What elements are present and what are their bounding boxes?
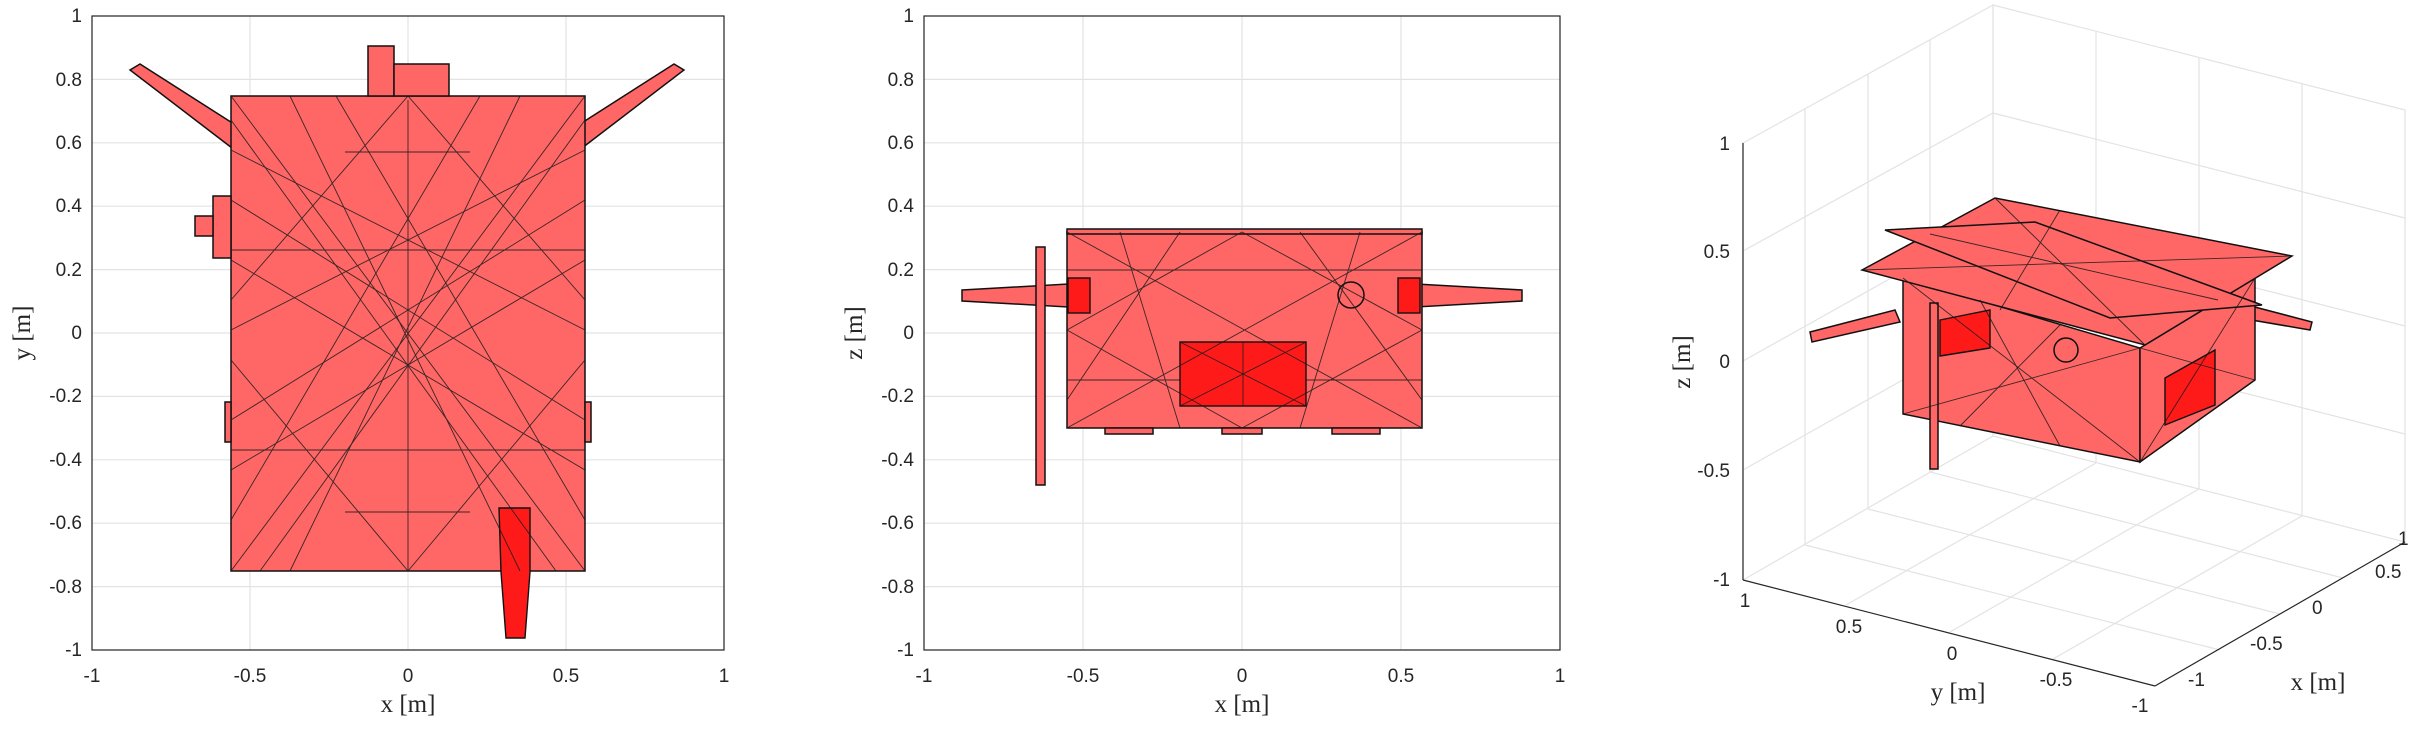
front-ytick: 0.2 <box>888 260 914 281</box>
iso-port-circle <box>2053 337 2079 363</box>
top-ytick: 0.8 <box>56 70 82 91</box>
iso-ztick: 0 <box>1719 352 1730 373</box>
iso-top-rail <box>1884 221 2263 319</box>
iso-ztick: -0.5 <box>1697 461 1730 482</box>
iso-view-spacecraft <box>1809 197 2313 470</box>
top-ytick: 0.4 <box>56 196 83 217</box>
top-ytick: -0.2 <box>49 386 82 407</box>
top-ytick: -0.4 <box>49 450 82 471</box>
front-view-yticks: 1 0.8 0.6 0.4 0.2 0 -0.2 -0.4 -0.6 -0.8 … <box>881 6 914 661</box>
iso-mast <box>1929 302 1939 470</box>
front-view-mesh <box>1066 231 1423 429</box>
iso-xtick: -1 <box>2188 670 2205 691</box>
front-xtick: 0 <box>1237 666 1248 687</box>
front-port-circle <box>1337 281 1365 309</box>
iso-ztick: 0.5 <box>1704 242 1730 263</box>
top-view-plot: -1 -0.5 0 0.5 1 1 0.8 0.6 0.4 0.2 0 -0.2… <box>9 6 729 718</box>
top-thruster <box>498 507 531 639</box>
iso-xtick: 0 <box>2312 598 2323 619</box>
top-xtick: 0.5 <box>553 666 579 687</box>
front-ytick: 0.6 <box>888 133 914 154</box>
iso-ytick: 1 <box>1740 591 1751 612</box>
top-left-side-tab <box>224 401 232 443</box>
iso-xtick: 1 <box>2398 529 2409 550</box>
iso-ztick: -1 <box>1713 570 1730 591</box>
iso-ztick: 1 <box>1719 134 1730 155</box>
front-view-ylabel: z [m] <box>841 306 868 359</box>
front-ytick: 0.8 <box>888 70 914 91</box>
top-xtick: -1 <box>84 666 101 687</box>
front-bottom-foot-left <box>1104 427 1154 435</box>
front-xtick: -0.5 <box>1067 666 1100 687</box>
top-view-xticks: -1 -0.5 0 0.5 1 <box>84 666 730 687</box>
iso-view-plot: 1 0.5 0 -0.5 -1 1 0.5 0 -0.5 -1 -1 -0.5 … <box>1669 3 2409 717</box>
iso-side-panel <box>2164 348 2216 427</box>
front-right-box <box>1397 277 1421 314</box>
front-ytick: -0.4 <box>881 450 914 471</box>
top-xtick: 1 <box>719 666 730 687</box>
top-ytick: 0.2 <box>56 260 82 281</box>
iso-view-zlabel: z [m] <box>1669 335 1696 388</box>
front-ytick: 0 <box>903 323 914 344</box>
front-view-spacecraft <box>961 228 1523 486</box>
iso-xtick: 0.5 <box>2375 562 2401 583</box>
front-ytick: -0.2 <box>881 386 914 407</box>
front-view-xlabel: x [m] <box>1215 691 1270 718</box>
top-ytick: -1 <box>65 640 82 661</box>
front-left-box <box>1067 277 1091 314</box>
top-right-side-tab <box>584 401 592 443</box>
iso-view-ylabel: y [m] <box>1931 679 1986 706</box>
front-ytick: -0.6 <box>881 513 914 534</box>
front-xtick: 0.5 <box>1388 666 1414 687</box>
top-xtick: 0 <box>403 666 414 687</box>
top-left-small-box <box>194 215 214 237</box>
iso-front-panel <box>1939 309 1991 357</box>
iso-left-antenna <box>1809 309 1902 343</box>
iso-ytick: 0 <box>1947 644 1958 665</box>
iso-view-mesh <box>1861 197 2293 463</box>
top-xtick: -0.5 <box>234 666 267 687</box>
iso-xtick: -0.5 <box>2250 634 2283 655</box>
top-view-xlabel: x [m] <box>381 691 436 718</box>
top-view-axes-box <box>91 15 725 651</box>
top-view-mesh <box>230 95 586 572</box>
front-top-rail <box>1066 228 1423 235</box>
front-ytick: 0.4 <box>888 196 915 217</box>
iso-view-xticks: -1 -0.5 0 0.5 1 <box>2188 529 2409 691</box>
iso-view-axes <box>1742 143 2406 687</box>
front-view-plot: -1 -0.5 0 0.5 1 1 0.8 0.6 0.4 0.2 0 -0.2… <box>841 6 1565 718</box>
top-top-module <box>367 45 395 97</box>
top-view-yticks: 1 0.8 0.6 0.4 0.2 0 -0.2 -0.4 -0.6 -0.8 … <box>49 6 82 661</box>
top-ytick: 0.6 <box>56 133 82 154</box>
top-ytick: 1 <box>71 6 82 27</box>
front-ytick: 1 <box>903 6 914 27</box>
top-ytick: -0.8 <box>49 577 82 598</box>
front-left-mast <box>1035 246 1046 486</box>
iso-ytick: -1 <box>2132 696 2149 717</box>
top-left-box <box>212 195 232 259</box>
front-xtick: 1 <box>1555 666 1566 687</box>
iso-ytick: -0.5 <box>2040 670 2073 691</box>
iso-view-yticks: 1 0.5 0 -0.5 -1 <box>1740 591 2149 717</box>
front-ytick: -0.8 <box>881 577 914 598</box>
top-ytick: -0.6 <box>49 513 82 534</box>
front-bottom-foot-center <box>1221 427 1263 435</box>
iso-ytick: 0.5 <box>1836 617 1862 638</box>
front-ytick: -1 <box>897 640 914 661</box>
iso-view-zticks: 1 0.5 0 -0.5 -1 <box>1697 134 1730 591</box>
front-view-axes-box <box>923 15 1561 651</box>
top-view-ylabel: y [m] <box>9 306 36 361</box>
front-right-antenna <box>1415 283 1523 308</box>
iso-view-xlabel: x [m] <box>2291 669 2346 696</box>
top-top-module-2 <box>393 63 450 97</box>
front-left-antenna <box>961 283 1069 308</box>
front-xtick: -1 <box>916 666 933 687</box>
top-view-spacecraft <box>128 45 686 639</box>
front-bottom-foot-right <box>1331 427 1381 435</box>
front-view-xticks: -1 -0.5 0 0.5 1 <box>916 666 1566 687</box>
top-ytick: 0 <box>71 323 82 344</box>
